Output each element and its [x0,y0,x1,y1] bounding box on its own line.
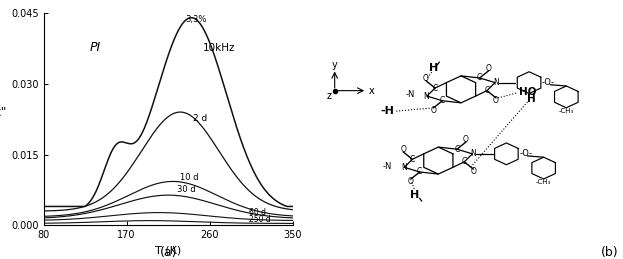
Text: C: C [462,157,467,166]
X-axis label: T (K): T (K) [155,246,181,256]
Text: -CH₃: -CH₃ [536,179,551,185]
Y-axis label: ε": ε" [0,106,6,119]
Text: 250 d: 250 d [249,215,270,224]
Text: 10kHz: 10kHz [202,43,235,53]
Text: O: O [463,135,469,144]
Text: C: C [417,168,422,176]
Text: H: H [429,63,439,73]
Text: O: O [470,167,476,176]
Text: C: C [432,84,438,92]
Text: C: C [440,96,445,105]
Text: 2 d: 2 d [193,114,207,124]
Text: -N: -N [383,162,392,170]
Text: -O-: -O- [519,149,533,158]
Text: -N: -N [406,90,415,99]
Text: O: O [430,106,436,115]
Text: 30 d: 30 d [176,185,195,194]
Text: N: N [401,163,407,172]
Text: N: N [424,92,429,100]
Text: O: O [486,64,492,73]
Text: -H: -H [381,106,394,116]
Text: -CH₃: -CH₃ [559,108,574,114]
Text: C: C [454,145,460,154]
Text: x: x [369,86,375,96]
Text: C: C [484,86,490,95]
Text: H: H [410,190,419,200]
Text: N: N [493,78,498,87]
Text: (b): (b) [601,246,619,259]
Text: O: O [407,177,414,186]
Text: y: y [332,60,338,70]
Text: 60 d: 60 d [249,208,265,217]
Text: O: O [401,145,406,154]
Text: 3,3%: 3,3% [185,15,207,24]
Text: PI: PI [90,41,101,54]
Text: N: N [470,149,476,158]
Text: -O-: -O- [542,78,555,87]
Text: 10 d: 10 d [180,174,199,183]
Text: O: O [423,74,429,83]
Text: C: C [410,155,415,164]
Text: O: O [493,96,499,105]
Text: C: C [477,74,482,82]
Text: HO: HO [519,87,536,97]
Text: (a): (a) [159,246,177,259]
Text: H: H [527,94,536,104]
Text: z: z [326,91,331,101]
